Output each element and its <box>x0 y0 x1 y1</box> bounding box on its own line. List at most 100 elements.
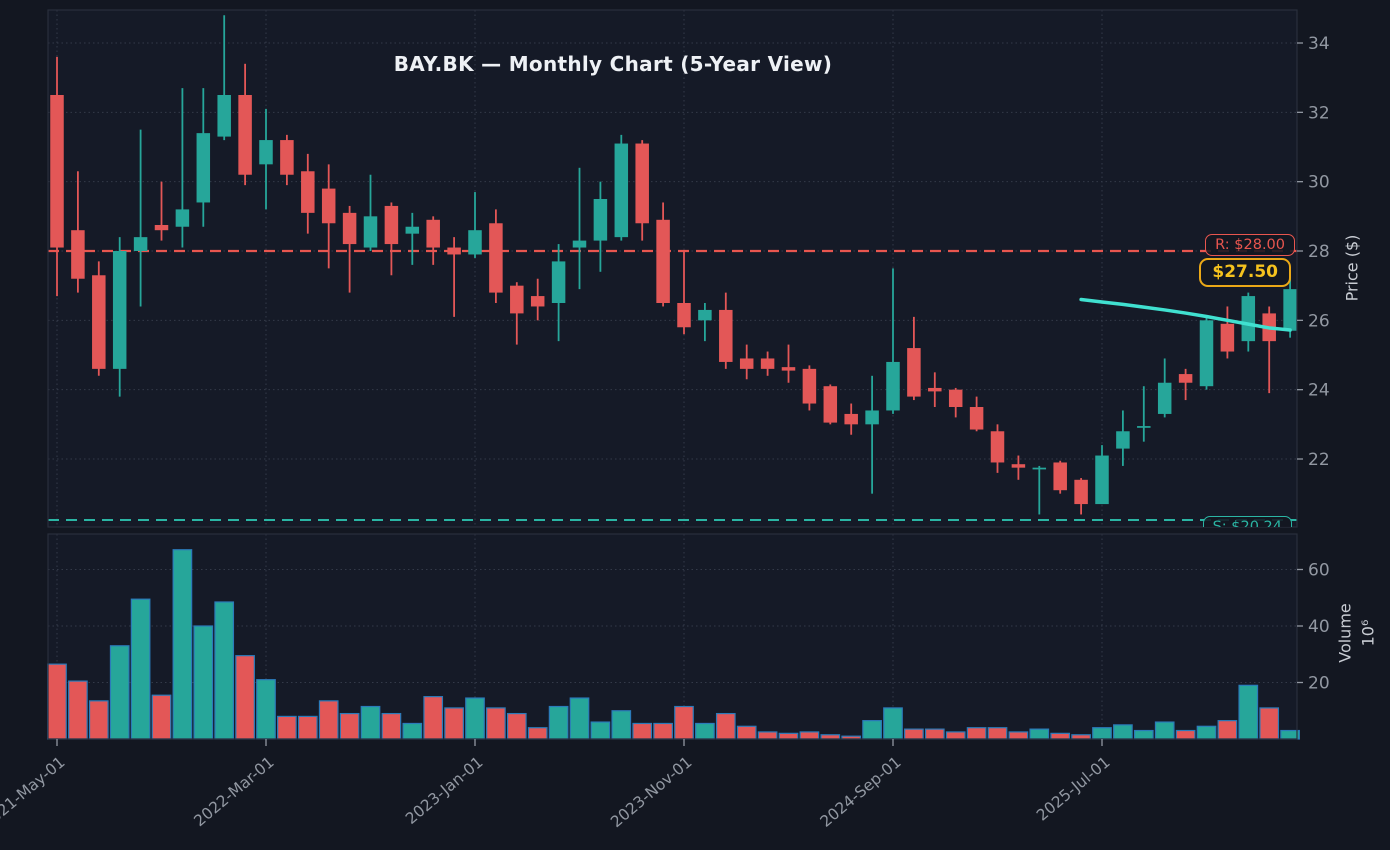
price-panel <box>48 10 1297 527</box>
volume-bar <box>444 707 464 740</box>
volume-bar <box>736 725 757 740</box>
volume-bar <box>632 722 653 740</box>
volume-bar <box>297 715 318 740</box>
candle-body <box>71 230 85 279</box>
volume-bar <box>715 712 736 740</box>
candle-body <box>447 247 461 255</box>
volume-bar <box>569 697 590 740</box>
candle-body <box>802 368 817 404</box>
volume-bar <box>1238 684 1259 740</box>
volume-bar <box>674 705 694 740</box>
volume-bar <box>653 722 673 740</box>
candle-body <box>489 223 503 293</box>
candle-body <box>969 407 984 430</box>
candle-body <box>677 303 691 328</box>
candle-body <box>530 296 545 307</box>
price-axis-title: Price ($) <box>1342 234 1362 302</box>
candle-body <box>1283 289 1297 331</box>
candle-body <box>844 413 858 425</box>
volume-bar <box>883 707 903 740</box>
candle-body <box>384 205 399 245</box>
volume-bar <box>318 700 339 740</box>
candle-body <box>593 199 608 241</box>
candle-body <box>363 216 378 248</box>
volume-bar <box>381 712 402 740</box>
candle-body <box>301 171 315 213</box>
volume-bar <box>360 705 381 740</box>
volume-bar <box>1008 731 1029 740</box>
candle-body <box>781 367 796 371</box>
volume-bar <box>256 679 276 740</box>
price-tick-label: 22 <box>1308 450 1330 470</box>
volume-tick-label: 20 <box>1308 674 1330 694</box>
volume-bar <box>1029 728 1050 740</box>
candle-body <box>635 143 649 224</box>
volume-bar <box>1050 732 1071 740</box>
candle-body <box>1157 382 1172 414</box>
volume-bar <box>423 696 444 740</box>
candle-body <box>342 212 357 245</box>
volume-bar <box>695 722 715 740</box>
candle-body <box>739 358 754 369</box>
volume-bar <box>402 722 423 740</box>
volume-bar <box>235 655 255 740</box>
volume-bar <box>778 732 799 740</box>
volume-bar <box>47 663 67 740</box>
volume-bar <box>799 731 820 740</box>
candle-body <box>1032 467 1047 470</box>
candle-body <box>990 431 1005 463</box>
candle-body <box>928 387 942 392</box>
candle-body <box>1199 320 1214 387</box>
candle-body <box>175 209 190 227</box>
volume-bar <box>820 734 841 740</box>
volume-axis-title: Volume <box>1335 603 1355 663</box>
candle-body <box>1074 479 1088 505</box>
volume-bar <box>945 731 966 740</box>
volume-bar <box>924 728 945 740</box>
volume-bar <box>1154 721 1175 740</box>
candle-body <box>510 285 524 314</box>
volume-bar <box>611 710 632 740</box>
price-tick-label: 24 <box>1308 381 1330 401</box>
volume-bar <box>862 720 882 740</box>
chart-title: BAY.BK — Monthly Chart (5-Year View) <box>393 52 833 76</box>
candle-body <box>1137 426 1151 428</box>
candle-body <box>948 389 963 408</box>
candle-body <box>656 219 670 304</box>
candle-body <box>154 225 169 231</box>
volume-bar <box>966 727 987 740</box>
volume-bar <box>88 700 109 740</box>
candle-body <box>760 358 775 369</box>
volume-bar <box>151 694 172 740</box>
price-tick-label: 26 <box>1308 311 1330 331</box>
candle-body <box>1116 431 1130 449</box>
candle-body <box>196 133 211 203</box>
candle-body <box>468 230 482 255</box>
candle-body <box>823 386 838 423</box>
volume-bar <box>1259 707 1280 740</box>
candle-body <box>865 410 879 425</box>
candle-body <box>92 275 106 369</box>
candle-body <box>698 309 712 321</box>
volume-bar <box>1092 727 1112 740</box>
candle-body <box>238 95 252 175</box>
volume-bar <box>109 645 130 740</box>
candle-body <box>1178 374 1193 383</box>
volume-tick-label: 60 <box>1308 561 1330 581</box>
volume-bar <box>1071 734 1091 740</box>
candle-body <box>133 237 148 252</box>
candle-body <box>907 348 921 397</box>
volume-tick-label: 40 <box>1308 617 1330 637</box>
volume-bar <box>172 549 193 740</box>
candle-body <box>259 140 273 165</box>
candle-body <box>280 140 294 175</box>
ma-line <box>1079 297 1292 332</box>
candle-body <box>1241 296 1256 342</box>
candle-body <box>614 143 629 238</box>
candle-body <box>1053 462 1067 491</box>
price-tick-label: 30 <box>1308 173 1330 193</box>
candle-body <box>886 361 900 411</box>
volume-bar <box>590 721 611 740</box>
